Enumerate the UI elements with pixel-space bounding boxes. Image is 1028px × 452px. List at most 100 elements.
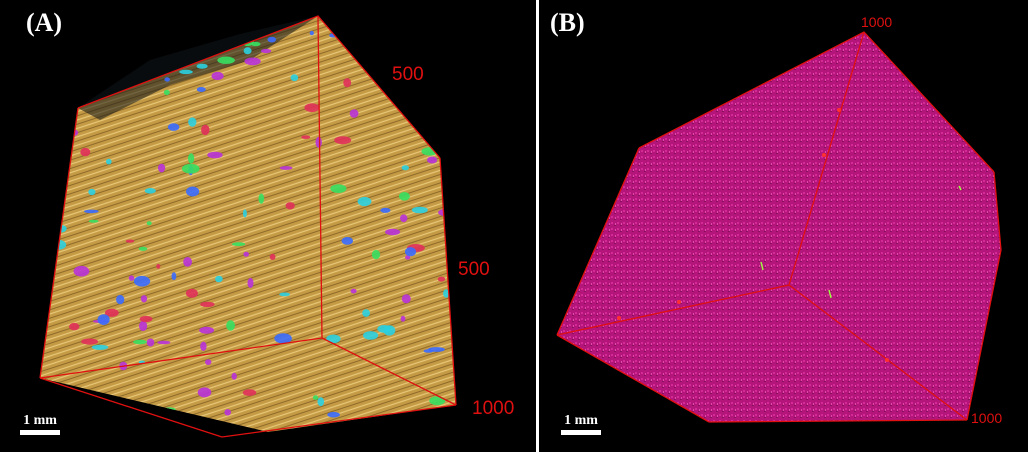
pore-cluster <box>183 257 193 267</box>
pore-cluster <box>111 44 130 56</box>
pore-cluster <box>91 344 109 350</box>
bounding-box <box>556 31 1002 423</box>
pore-cluster <box>427 347 445 352</box>
pore-cluster <box>167 123 180 131</box>
pore-cluster <box>441 131 446 141</box>
pore-cluster <box>197 387 212 398</box>
scale-bar-line <box>20 430 60 435</box>
pore-cluster <box>429 396 446 406</box>
pore-cluster <box>133 275 151 287</box>
pore-cluster <box>116 294 125 305</box>
pore-cluster <box>95 73 112 83</box>
pore-cluster <box>88 219 99 223</box>
bright-inclusions <box>760 185 962 299</box>
pore-cluster <box>139 315 153 323</box>
pore-cluster <box>404 247 417 257</box>
pore-cluster <box>304 103 320 113</box>
pore-cluster <box>181 163 200 174</box>
pore-cluster <box>269 253 276 260</box>
pore-cluster <box>196 63 208 69</box>
pore-cluster <box>199 326 215 334</box>
scale-bar: 1 mm <box>561 413 601 435</box>
pore-cluster <box>309 30 314 36</box>
pore-cluster <box>244 57 261 66</box>
pore-cluster <box>447 33 452 39</box>
pore-cluster <box>207 151 223 159</box>
pore-cluster <box>80 81 90 92</box>
pore-cluster <box>405 255 411 260</box>
pore-cluster <box>97 314 110 325</box>
pore-cluster <box>125 239 135 243</box>
pore-cluster <box>350 288 357 294</box>
pore-cluster <box>108 65 121 71</box>
pore-cluster <box>196 87 206 92</box>
pore-cluster <box>171 272 177 281</box>
panel-label: (B) <box>550 8 585 37</box>
pore-cluster <box>163 89 170 96</box>
pore-cluster <box>427 156 438 164</box>
pore-cluster <box>188 153 195 164</box>
pore-cluster <box>215 275 223 283</box>
pore-cluster <box>73 265 90 277</box>
pore-cluster <box>312 395 319 400</box>
pore-cluster <box>326 334 341 344</box>
pore-cluster <box>438 208 455 217</box>
axis-tick-label: 1000 <box>472 398 515 419</box>
pore-cluster <box>158 163 166 173</box>
pore-cluster <box>79 54 87 61</box>
pore-cluster <box>397 92 402 102</box>
pore-cluster <box>128 275 135 281</box>
pore-cluster <box>443 289 450 298</box>
pore-cluster <box>279 292 290 297</box>
pore-cluster <box>341 237 353 245</box>
pore-cluster <box>158 25 169 35</box>
pore-cluster <box>81 44 91 54</box>
pore-cluster <box>46 170 59 178</box>
bounding-box <box>39 15 457 438</box>
pore-cluster <box>144 188 156 194</box>
pore-cluster <box>211 71 224 81</box>
pore-cluster <box>415 93 422 101</box>
pore-cluster <box>363 331 379 340</box>
panel-label: (A) <box>26 8 63 37</box>
pore-cluster <box>224 409 231 416</box>
pore-cluster <box>201 124 210 136</box>
pore-cluster <box>200 341 207 351</box>
pore-cluster <box>377 325 391 333</box>
pore-cluster <box>188 117 197 127</box>
pore-cluster <box>133 339 147 345</box>
pore-cluster <box>301 135 311 139</box>
panel-b: (B) 1000 1000 1 mm <box>539 0 1028 452</box>
dark-edge <box>78 16 318 120</box>
axis-tick-label: 1000 <box>971 410 1003 426</box>
pore-cluster <box>179 69 193 75</box>
pore-cluster <box>243 251 249 257</box>
pore-cluster <box>139 320 148 332</box>
pore-cluster <box>400 315 406 322</box>
scale-bar-label: 1 mm <box>564 413 598 428</box>
pore-cluster <box>274 333 292 344</box>
pore-cluster <box>334 136 352 145</box>
scale-bar: 1 mm <box>20 413 60 435</box>
pore-cluster <box>411 206 428 214</box>
pore-cluster <box>69 322 80 331</box>
pore-cluster <box>138 246 148 251</box>
pore-cluster <box>67 129 79 137</box>
pore-cluster <box>401 294 411 304</box>
pore-cluster <box>231 242 246 247</box>
pore-cluster <box>85 79 90 88</box>
axis-tick-label: 500 <box>392 64 424 85</box>
pore-cluster <box>106 158 112 165</box>
scale-bar-label: 1 mm <box>23 413 57 428</box>
pore-cluster <box>81 338 99 345</box>
pore-cluster <box>362 423 368 430</box>
pore-cluster <box>421 147 438 156</box>
pore-cluster <box>51 78 61 86</box>
pore-cluster <box>164 77 170 82</box>
sample-volume <box>557 32 1001 422</box>
pore-cluster <box>260 48 272 54</box>
pore-cluster <box>242 209 247 218</box>
pore-cluster <box>156 264 161 269</box>
pore-cluster <box>279 166 293 170</box>
pore-cluster <box>401 165 409 171</box>
